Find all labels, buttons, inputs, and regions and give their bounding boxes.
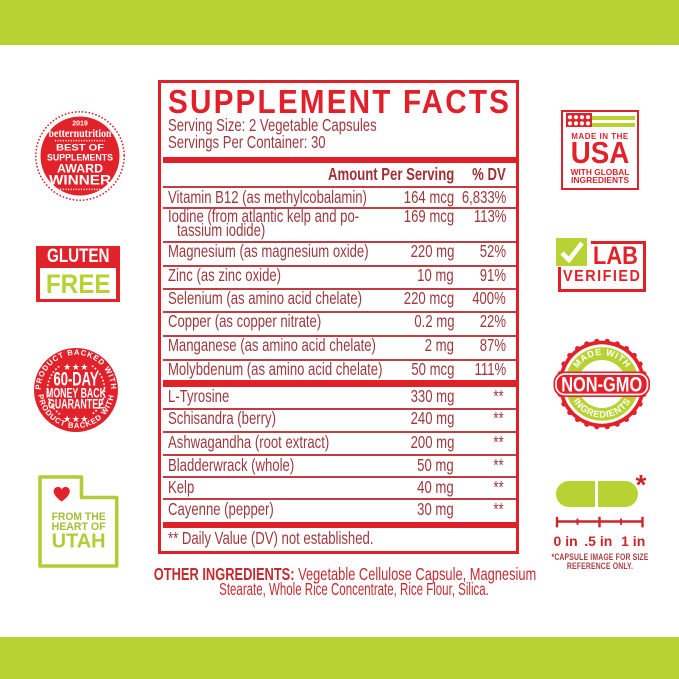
svg-text:WINNER: WINNER (49, 172, 111, 188)
svg-text:UTAH: UTAH (52, 531, 106, 553)
svg-text:SUPPLEMENTS: SUPPLEMENTS (47, 152, 113, 162)
svg-text:MONEY BACK: MONEY BACK (46, 385, 106, 400)
svg-text:2019: 2019 (72, 121, 88, 128)
svg-text:betternutrition: betternutrition (49, 126, 112, 140)
svg-text:NON-GMO: NON-GMO (561, 373, 642, 397)
svg-text:FROM THE: FROM THE (52, 511, 106, 523)
svg-text:GUARANTEE: GUARANTEE (48, 397, 104, 412)
svg-text:BEST OF: BEST OF (56, 143, 105, 153)
svg-text:★★★: ★★★ (63, 414, 89, 424)
svg-text:60-DAY: 60-DAY (54, 370, 99, 391)
svg-text:★★★: ★★★ (63, 362, 89, 372)
svg-text:HEART OF: HEART OF (52, 521, 106, 533)
svg-text:AWARD: AWARD (57, 162, 103, 176)
